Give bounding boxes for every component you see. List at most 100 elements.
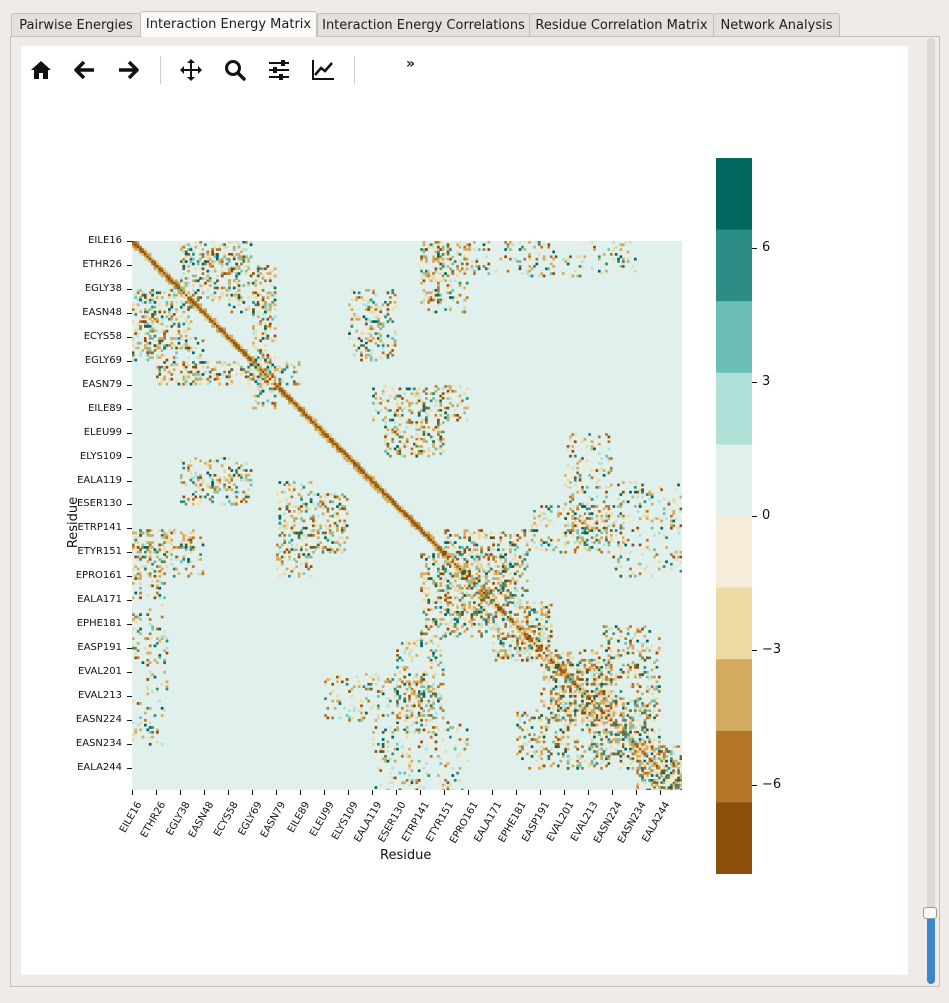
heatmap-cell bbox=[184, 365, 188, 369]
heatmap-cell bbox=[256, 363, 260, 367]
heatmap-cell bbox=[492, 594, 495, 597]
heatmap-cell bbox=[278, 382, 282, 386]
heatmap-cell bbox=[509, 596, 512, 600]
heatmap-cell bbox=[509, 615, 512, 619]
toolbar-overflow-icon[interactable]: » bbox=[406, 56, 416, 72]
tab-interaction-energy-correlations[interactable]: Interaction Energy Correlations bbox=[317, 13, 530, 36]
heatmap-cell bbox=[132, 567, 135, 571]
heatmap-cell bbox=[465, 286, 469, 290]
heatmap-cell bbox=[163, 365, 166, 369]
heatmap-cell bbox=[278, 389, 282, 393]
heatmap-cell bbox=[439, 411, 443, 415]
heatmap-cell bbox=[316, 428, 320, 432]
heatmap-cell bbox=[429, 437, 433, 441]
heatmap-cell bbox=[372, 291, 375, 295]
heatmap-cell bbox=[336, 495, 339, 499]
heatmap-cell bbox=[463, 565, 467, 568]
heatmap-cell bbox=[523, 529, 527, 532]
heatmap-cell bbox=[379, 308, 383, 311]
heatmap-cell bbox=[240, 500, 243, 504]
heatmap-cell bbox=[280, 495, 284, 499]
pan-icon[interactable] bbox=[174, 53, 208, 87]
heatmap-cell bbox=[463, 574, 467, 578]
heatmap-cell bbox=[437, 298, 440, 302]
heatmap-cell bbox=[316, 505, 320, 508]
heatmap-cell bbox=[316, 507, 320, 511]
heatmap-cell bbox=[391, 349, 395, 352]
heatmap-cell bbox=[266, 373, 270, 376]
heatmap-cell bbox=[489, 558, 493, 561]
heatmap-cell bbox=[513, 620, 517, 624]
heatmap-cell bbox=[516, 620, 519, 624]
tab-network-analysis[interactable]: Network Analysis bbox=[713, 13, 840, 36]
tab-pairwise-energies[interactable]: Pairwise Energies bbox=[11, 13, 141, 36]
heatmap-cell bbox=[273, 394, 277, 398]
heatmap-cell bbox=[182, 365, 186, 369]
heatmap-cell bbox=[242, 353, 246, 357]
heatmap-cell bbox=[441, 449, 445, 453]
back-arrow-icon[interactable] bbox=[68, 53, 102, 87]
heatmap-cell bbox=[509, 606, 512, 609]
heatmap-cell bbox=[300, 483, 303, 487]
heatmap-cell bbox=[220, 334, 224, 338]
home-icon[interactable] bbox=[24, 53, 58, 87]
heatmap-cell bbox=[403, 406, 407, 410]
zoom-icon[interactable] bbox=[218, 53, 252, 87]
heatmap-cell bbox=[415, 526, 419, 530]
heatmap-cell bbox=[545, 656, 548, 660]
heatmap-cell bbox=[134, 344, 138, 347]
heatmap-cell bbox=[273, 327, 277, 331]
heatmap-cell bbox=[609, 675, 613, 679]
heatmap-cell bbox=[439, 610, 443, 614]
heatmap-cell bbox=[557, 663, 560, 667]
heatmap-cell bbox=[417, 394, 421, 398]
heatmap-cell bbox=[228, 370, 231, 374]
heatmap-cell bbox=[170, 346, 174, 350]
heatmap-cell bbox=[523, 567, 527, 571]
heatmap-cell bbox=[160, 339, 164, 343]
heatmap-cell bbox=[655, 764, 659, 768]
heatmap-cell bbox=[208, 269, 212, 273]
heatmap-cell bbox=[559, 663, 563, 667]
heatmap-cell bbox=[175, 546, 178, 549]
heatmap-cell bbox=[422, 553, 426, 556]
heatmap-cell bbox=[244, 500, 248, 504]
forward-arrow-icon[interactable] bbox=[111, 53, 145, 87]
heatmap-cell bbox=[439, 435, 443, 439]
heatmap-cell bbox=[316, 529, 320, 532]
heatmap-cell bbox=[316, 546, 320, 549]
tab-interaction-energy-matrix[interactable]: Interaction Energy Matrix bbox=[140, 11, 317, 37]
tab-residue-correlation-matrix[interactable]: Residue Correlation Matrix bbox=[529, 13, 714, 36]
heatmap-cell bbox=[374, 327, 378, 331]
heatmap-cell bbox=[244, 255, 248, 259]
heatmap-cell bbox=[182, 245, 186, 249]
heatmap-cell bbox=[511, 543, 515, 547]
heatmap-cell bbox=[566, 654, 570, 657]
heatmap-cell bbox=[220, 243, 224, 247]
heatmap-cell bbox=[439, 550, 443, 554]
heatmap-cell bbox=[280, 392, 284, 396]
heatmap-cell bbox=[525, 618, 529, 621]
heatmap-cell bbox=[331, 442, 335, 446]
heatmap-cell bbox=[194, 291, 198, 295]
edit-axis-icon[interactable] bbox=[306, 53, 340, 87]
heatmap-cell bbox=[148, 301, 152, 304]
heatmap-cell bbox=[554, 649, 558, 652]
heatmap-cell bbox=[292, 524, 296, 528]
heatmap-cell bbox=[232, 293, 236, 297]
heatmap-cell bbox=[511, 620, 515, 624]
heatmap-cell bbox=[420, 255, 423, 259]
heatmap-cell bbox=[228, 373, 231, 376]
heatmap-cell bbox=[340, 497, 344, 501]
heatmap-cell bbox=[252, 291, 255, 295]
heatmap-cell bbox=[451, 625, 455, 628]
configure-subplots-icon[interactable] bbox=[262, 53, 296, 87]
heatmap-cell bbox=[540, 603, 543, 607]
heatmap-cell bbox=[487, 625, 491, 628]
heatmap-cell bbox=[451, 413, 455, 417]
heatmap-cell bbox=[561, 682, 565, 686]
heatmap-cell bbox=[482, 586, 486, 590]
heatmap-cell bbox=[151, 289, 154, 292]
heatmap-cell bbox=[489, 546, 493, 549]
heatmap-cell bbox=[444, 286, 447, 290]
